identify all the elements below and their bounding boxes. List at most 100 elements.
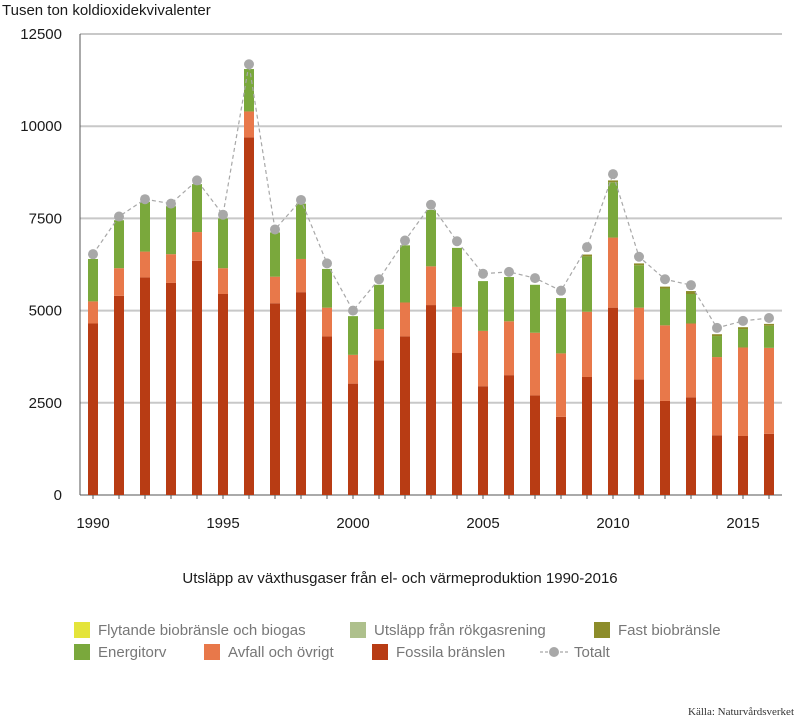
x-tick-label-2010: 2010 [596,515,629,532]
bar-series0-1990 [88,323,98,495]
legend-item-energitorv: Energitorv [74,644,166,661]
bar-series1-2016 [764,347,774,434]
y-tick-label-5000: 5000 [29,303,62,320]
total-point-2014 [712,322,722,333]
bar-series2-1999 [322,268,332,308]
total-point-2006 [504,266,514,277]
bar-series0-2005 [478,386,488,495]
bar-series3-2014 [712,334,722,337]
bar-series1-2004 [452,306,462,354]
legend-label-flytande-biobransle: Flytande biobränsle och biogas [98,622,306,639]
bar-series0-2006 [504,375,514,495]
legend-item-rokgasrening: Utsläpp från rökgasrening [350,622,546,639]
y-tick-label-0: 0 [54,487,62,504]
legend-swatch-flytande-biobransle [74,622,90,638]
legend-label-fossila: Fossila bränslen [396,644,506,661]
bar-series0-2008 [556,416,566,495]
total-point-2015 [738,315,748,326]
total-point-1991 [114,211,124,222]
total-point-2001 [374,274,384,285]
bar-series1-2014 [712,357,722,436]
total-point-2003 [426,199,436,210]
bar-series3-2010 [608,180,618,183]
bar-series2-1993 [166,206,176,255]
total-point-1990 [88,249,98,260]
bar-series0-2003 [426,305,436,495]
total-point-2012 [660,274,670,285]
bar-series3-2013 [686,291,696,295]
bar-series2-2010 [608,182,618,238]
bar-series2-2016 [764,325,774,348]
bar-series1-2011 [634,307,644,380]
bar-series1-2002 [400,302,410,337]
bar-series1-2010 [608,237,618,308]
legend-swatch-avfall [204,644,220,660]
legend-label-totalt: Totalt [574,644,610,661]
bar-series2-2005 [478,281,488,331]
bar-series0-1998 [296,292,306,495]
y-axis-label: Tusen ton koldioxidekvivalenter [2,2,211,19]
bar-series2-2008 [556,298,566,354]
y-tick-label-12500: 12500 [20,26,62,43]
bar-series1-1990 [88,301,98,324]
total-point-1993 [166,198,176,209]
total-point-1998 [296,194,306,205]
bar-series0-2009 [582,376,592,495]
bar-series2-2004 [452,247,462,307]
bar-series2-1992 [140,201,150,252]
bar-series0-2011 [634,379,644,495]
total-point-1997 [270,224,280,235]
bar-series1-1992 [140,251,150,278]
bar-series1-2006 [504,321,514,376]
total-point-2002 [400,235,410,246]
legend-swatch-fast-biobransle [594,622,610,638]
x-tick-label-1990: 1990 [76,515,109,532]
bar-series0-1994 [192,260,202,495]
bar-series0-1991 [114,295,124,495]
total-point-2008 [556,285,566,296]
bar-series0-2014 [712,435,722,495]
stacked-bar-chart: 0 2500 5000 7500 10000 12500 1990 1995 2000 2005 2… [20,26,782,532]
chart-title: Utsläpp av växthusgaser från el- och vär… [182,570,618,587]
bar-series1-1998 [296,258,306,293]
total-point-2007 [530,273,540,284]
bar-series1-2008 [556,353,566,417]
source-note: Källa: Naturvårdsverket [688,706,794,718]
y-tick-label-10000: 10000 [20,118,62,135]
bar-series1-1991 [114,268,124,296]
total-point-2005 [478,268,488,279]
bar-series2-2000 [348,316,358,355]
bar-series0-2002 [400,336,410,495]
bar-series3-2012 [660,286,670,289]
bar-series2-1996 [244,69,254,112]
bar-series2-2011 [634,265,644,308]
bar-series0-2000 [348,383,358,495]
legend-label-energitorv: Energitorv [98,644,167,661]
bar-series0-2013 [686,397,696,495]
legend-label-avfall: Avfall och övrigt [228,644,334,661]
bar-series0-2016 [764,433,774,495]
total-point-2009 [582,242,592,253]
bar-series1-1993 [166,254,176,283]
bar-series3-2009 [582,254,592,257]
legend-item-totalt: Totalt [540,644,610,661]
total-point-1996 [244,59,254,70]
bar-series2-1995 [218,218,228,269]
bar-series0-2012 [660,400,670,495]
legend-item-flytande-biobransle: Flytande biobränsle och biogas [74,622,306,639]
bar-series1-2000 [348,354,358,384]
bar-series0-1999 [322,336,332,495]
bar-series1-2009 [582,311,592,377]
bar-series2-2003 [426,209,436,267]
bar-series2-1991 [114,220,124,269]
legend-swatch-totalt [540,644,568,660]
bar-series0-1996 [244,137,254,495]
bar-series1-1994 [192,232,202,261]
y-tick-label-7500: 7500 [29,210,62,227]
total-point-1995 [218,209,228,220]
bar-series0-1992 [140,277,150,495]
bar-series2-2013 [686,294,696,324]
bar-series1-1997 [270,276,280,304]
legend-item-fast-biobransle: Fast biobränsle [594,622,721,639]
bar-series1-1996 [244,111,254,138]
